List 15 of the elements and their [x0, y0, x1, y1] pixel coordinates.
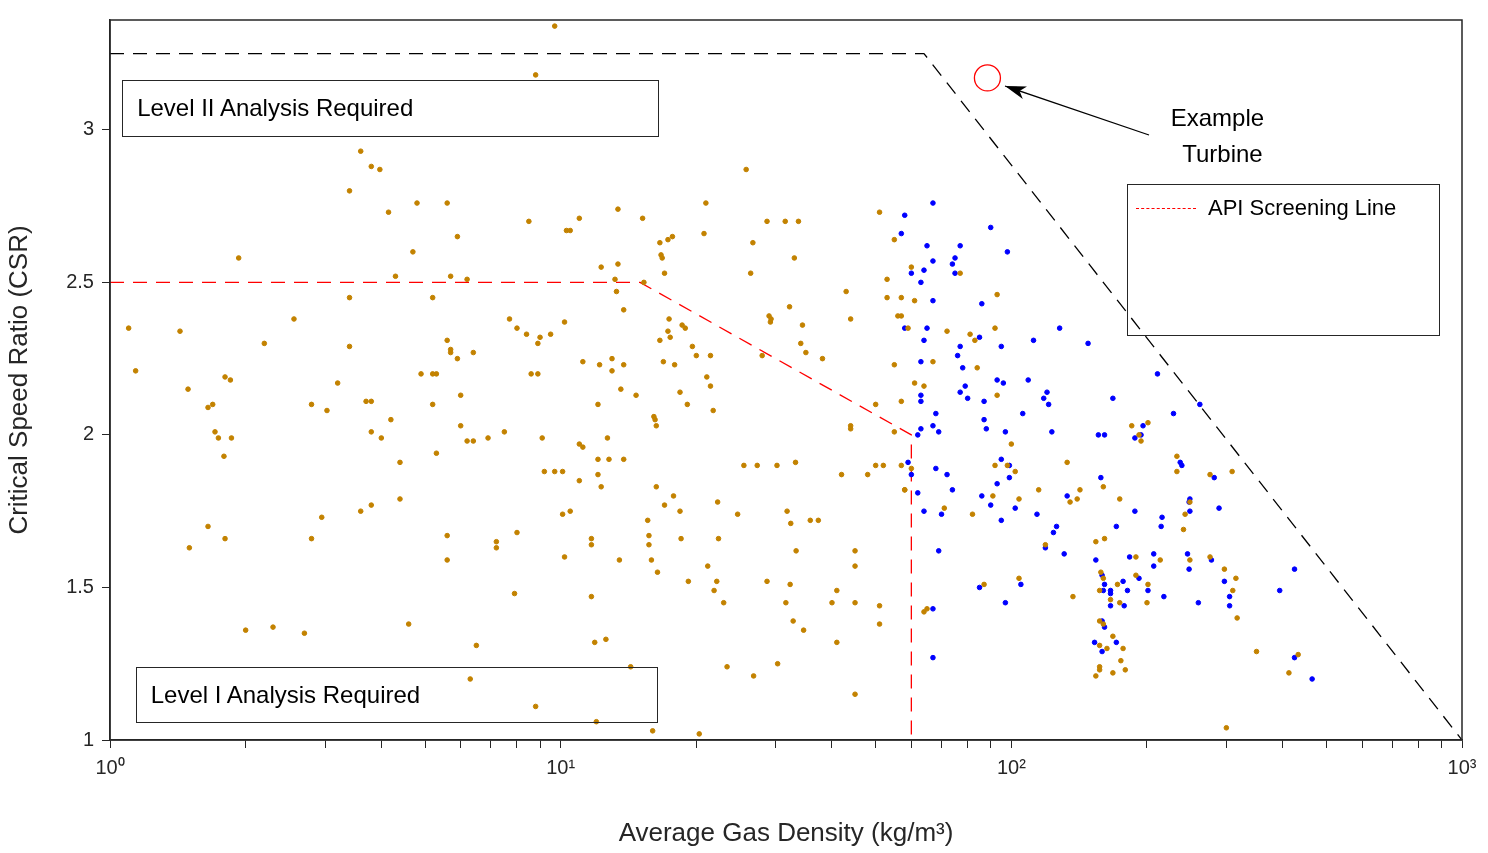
- x-axis-title: Average Gas Density (kg/m³): [618, 816, 954, 847]
- x-tick-label: 10⁰: [95, 755, 125, 778]
- x-tick-label: 10³: [1447, 755, 1477, 778]
- legend-label: API Screening Line: [1208, 195, 1397, 221]
- x-tick-label: 10¹: [546, 755, 576, 778]
- y-tick-label: 2: [82, 422, 94, 445]
- y-tick-label: 2.5: [66, 269, 94, 292]
- y-axis-title: Critical Speed Ratio (CSR): [2, 225, 33, 535]
- y-tick-label: 1: [82, 727, 94, 750]
- annotation: Example Turbine: [1170, 103, 1265, 167]
- annotation: Level I Analysis Required: [135, 666, 658, 724]
- y-tick-label: 3: [82, 117, 94, 140]
- annotation: Level II Analysis Required: [122, 79, 659, 137]
- y-tick-label: 1.5: [66, 574, 94, 597]
- x-tick-label: 10²: [996, 755, 1027, 778]
